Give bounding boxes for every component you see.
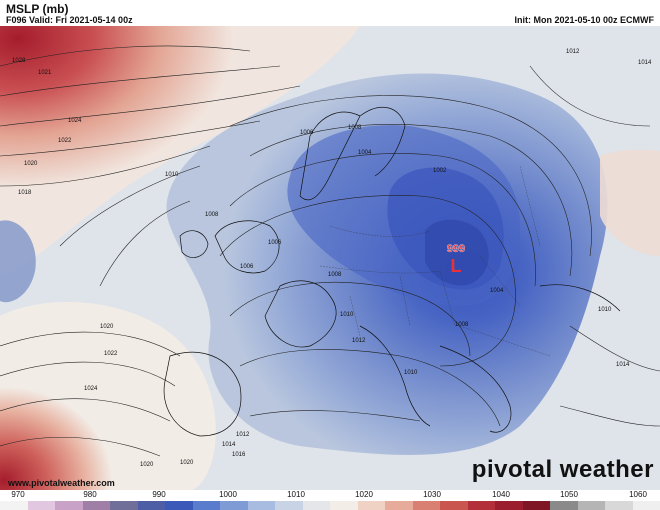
isobar-label: 1010 bbox=[340, 312, 354, 318]
isobar-label: 1020 bbox=[24, 161, 38, 167]
isobar-label: 1008 bbox=[455, 322, 469, 328]
isobar-label: 1008 bbox=[328, 272, 342, 278]
isobar-label: 1016 bbox=[232, 452, 246, 458]
isobar-label: 1024 bbox=[68, 118, 82, 124]
colorbar-swatch bbox=[110, 501, 138, 510]
map-canvas: 1028 1021 1024 1022 1020 1018 1010 1008 … bbox=[0, 26, 660, 490]
header: MSLP (mb) F096 Valid: Fri 2021-05-14 00z… bbox=[0, 0, 660, 26]
valid-time: F096 Valid: Fri 2021-05-14 00z bbox=[6, 15, 133, 25]
isobar-label: 1012 bbox=[236, 432, 250, 438]
high-pressure-southwest bbox=[0, 302, 216, 490]
isobar-label: 1010 bbox=[165, 172, 179, 178]
low-pressure-marker[interactable]: 999 L bbox=[447, 243, 466, 276]
colorbar-swatch bbox=[220, 501, 248, 510]
colorbar-swatch bbox=[632, 501, 660, 510]
init-time: Init: Mon 2021-05-10 00z ECMWF bbox=[514, 15, 654, 25]
colorbar-tick: 1040 bbox=[492, 490, 510, 499]
low-value-label: 999 bbox=[447, 243, 465, 255]
colorbar-swatch bbox=[55, 501, 83, 510]
pressure-colorbar: 970 980 990 1000 1010 1020 1030 1040 105… bbox=[0, 490, 660, 510]
colorbar-tick: 970 bbox=[11, 490, 25, 499]
colorbar-swatch bbox=[247, 501, 275, 510]
low-symbol: L bbox=[451, 256, 462, 276]
colorbar-tick: 1060 bbox=[629, 490, 647, 499]
colorbar-swatch bbox=[522, 501, 550, 510]
colorbar-tick: 1020 bbox=[355, 490, 373, 499]
country-borders bbox=[319, 165, 551, 357]
colorbar-tick: 990 bbox=[152, 490, 166, 499]
colorbar-swatch bbox=[27, 501, 55, 510]
site-credit: www.pivotalweather.com bbox=[8, 478, 115, 488]
isobar-1000-ring bbox=[425, 219, 489, 286]
isobar-label: 1010 bbox=[598, 307, 612, 313]
colorbar-swatch bbox=[605, 501, 633, 510]
isobar-label: 1020 bbox=[180, 460, 194, 466]
isobar-label: 1021 bbox=[38, 70, 52, 76]
brand-logo: pivotal weather bbox=[471, 456, 654, 483]
isobar-label: 1006 bbox=[240, 264, 254, 270]
isobar-label: 1024 bbox=[84, 386, 98, 392]
colorbar-tick: 1050 bbox=[560, 490, 578, 499]
isobar-label: 1014 bbox=[616, 362, 630, 368]
mslp-map[interactable]: 1028 1021 1024 1022 1020 1018 1010 1008 … bbox=[0, 26, 660, 490]
high-pressure-northwest bbox=[0, 26, 360, 276]
colorbar-swatch bbox=[0, 501, 28, 510]
colorbar-swatch bbox=[275, 501, 303, 510]
isobar-label: 1012 bbox=[566, 49, 580, 55]
isobar-label-group: 1028 1021 1024 1022 1020 1018 1010 1008 … bbox=[12, 49, 652, 468]
colorbar-swatch bbox=[467, 501, 495, 510]
isobar-label: 1020 bbox=[140, 462, 154, 468]
isobar-label: 1010 bbox=[404, 370, 418, 376]
colorbar-swatch bbox=[440, 501, 468, 510]
colorbar-tick: 980 bbox=[83, 490, 97, 499]
colorbar-tick: 1010 bbox=[287, 490, 305, 499]
isobar-label: 1028 bbox=[12, 58, 26, 64]
colorbar-swatch bbox=[357, 501, 385, 510]
colorbar-swatch bbox=[577, 501, 605, 510]
isobar-label: 1014 bbox=[638, 60, 652, 66]
colorbar-swatch bbox=[137, 501, 165, 510]
colorbar-swatch bbox=[550, 501, 578, 510]
isobar-label: 1014 bbox=[222, 442, 236, 448]
coastlines bbox=[163, 107, 621, 437]
isobar-label: 1006 bbox=[268, 240, 282, 246]
isobar-label: 1002 bbox=[433, 168, 447, 174]
isobar-label: 1004 bbox=[490, 288, 504, 294]
isobar-label: 1008 bbox=[348, 125, 362, 131]
colorbar-swatch bbox=[330, 501, 358, 510]
isobar-label: 1004 bbox=[358, 150, 372, 156]
chart-title: MSLP (mb) bbox=[6, 2, 69, 16]
colorbar-swatch bbox=[495, 501, 523, 510]
isobar-label: 1008 bbox=[205, 212, 219, 218]
west-low-pocket bbox=[0, 220, 36, 303]
isobar-label: 1012 bbox=[352, 338, 366, 344]
colorbar-swatch bbox=[82, 501, 110, 510]
colorbar-swatch bbox=[412, 501, 440, 510]
colorbar-strip bbox=[0, 501, 660, 510]
colorbar-swatch bbox=[192, 501, 220, 510]
isobar-label: 1020 bbox=[100, 324, 114, 330]
colorbar-tick: 1030 bbox=[423, 490, 441, 499]
isobar-label: 1022 bbox=[58, 138, 72, 144]
isobar-label: 1006 bbox=[300, 130, 314, 136]
isobar-label: 1022 bbox=[104, 351, 118, 357]
colorbar-tick: 1000 bbox=[219, 490, 237, 499]
isobar-label: 1018 bbox=[18, 190, 32, 196]
colorbar-swatch bbox=[385, 501, 413, 510]
east-high-pocket bbox=[600, 149, 660, 256]
colorbar-ticks: 970 980 990 1000 1010 1020 1030 1040 105… bbox=[0, 490, 660, 500]
colorbar-swatch bbox=[165, 501, 193, 510]
colorbar-swatch bbox=[302, 501, 330, 510]
